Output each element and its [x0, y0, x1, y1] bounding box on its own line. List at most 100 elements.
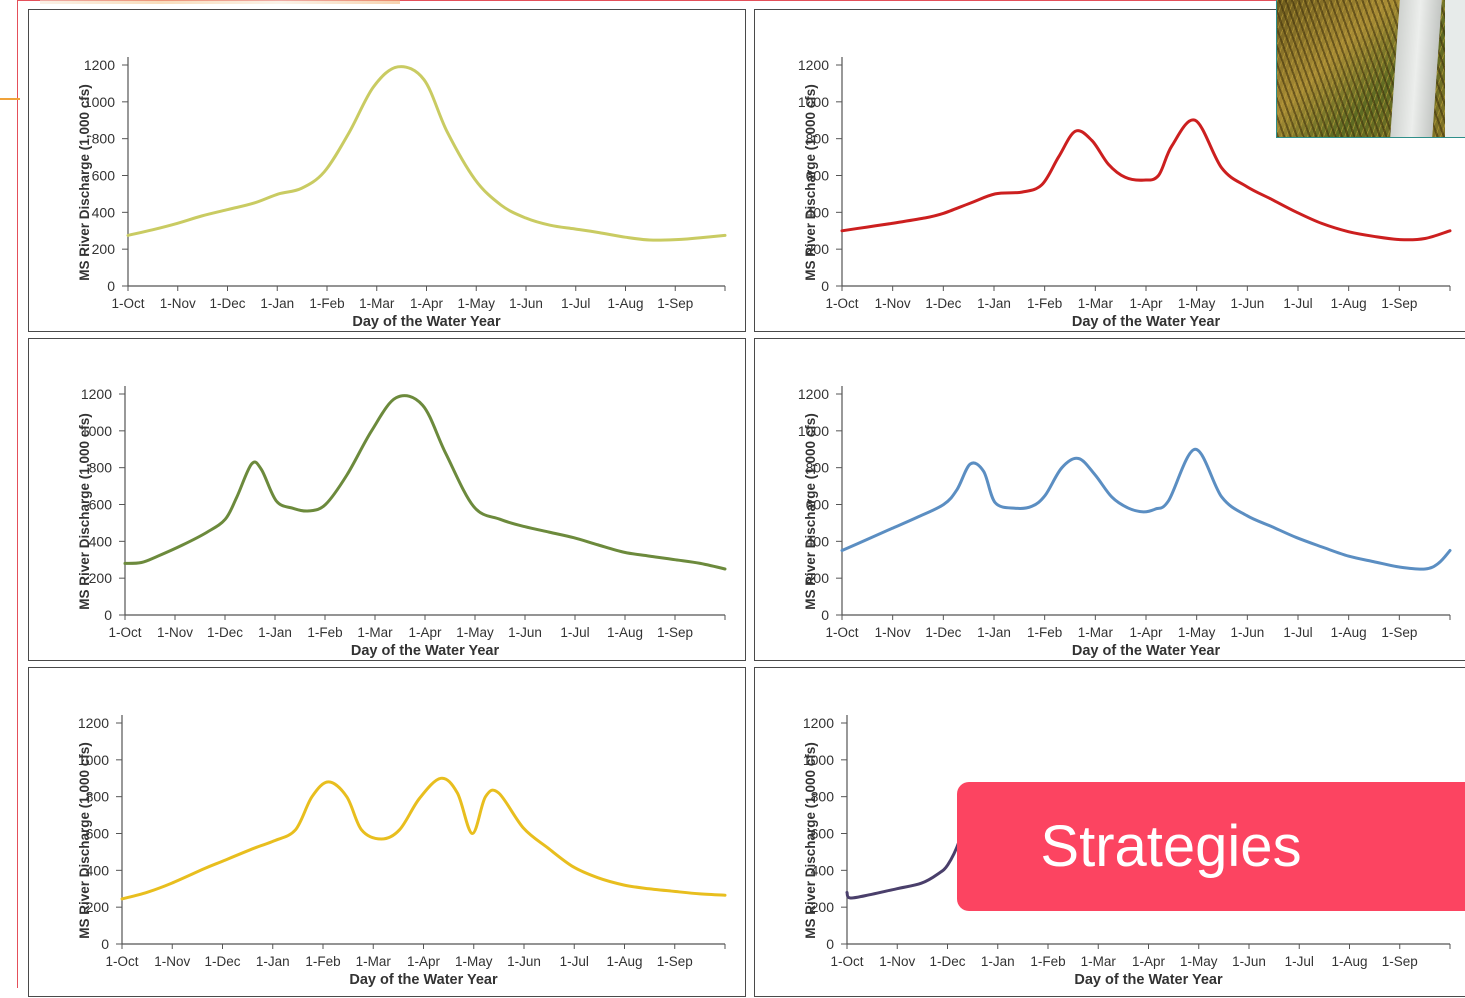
x-tick-label: 1-May	[457, 296, 495, 311]
x-tick-label: 1-Feb	[309, 296, 344, 311]
y-tick-label: 600	[806, 168, 830, 184]
x-tick-label: 1-Dec	[204, 954, 240, 969]
photo-background	[1445, 0, 1465, 137]
x-tick-label: 1-Feb	[1027, 296, 1062, 311]
x-tick-label: 1-Dec	[925, 625, 961, 640]
banner-title: Strategies	[1040, 814, 1302, 879]
x-tick-label: 1-Oct	[825, 296, 858, 311]
x-tick-label: 1-May	[1180, 954, 1218, 969]
x-tick-label: 1-Sep	[1381, 625, 1417, 640]
x-tick-label: 1-Dec	[925, 296, 961, 311]
x-tick-label: 1-May	[456, 625, 494, 640]
x-tick-label: 1-Feb	[307, 625, 342, 640]
x-tick-label: 1-Oct	[111, 296, 144, 311]
chart-panel-3: MS River Discharge (1,000 cfs) 0 200 400 60…	[28, 338, 746, 661]
x-tick-label: 1-Oct	[105, 954, 138, 969]
y-tick-label: 200	[806, 570, 830, 586]
x-tick-label: 1-Jun	[507, 954, 541, 969]
rice-field-photo	[1276, 0, 1465, 138]
x-tick-label: 1-Nov	[157, 625, 193, 640]
x-tick-label: 1-Feb	[1030, 954, 1065, 969]
y-tick-label: 1200	[803, 715, 834, 731]
x-tick-label: 1-Jul	[1283, 625, 1312, 640]
x-tick-label: 1-Jul	[560, 625, 589, 640]
y-tick-label: 800	[86, 789, 110, 805]
x-axis-label: Day of the Water Year	[1072, 643, 1221, 659]
x-tick-label: 1-Jun	[1230, 625, 1264, 640]
y-tick-label: 200	[806, 241, 830, 257]
x-tick-label: 1-Jan	[260, 296, 294, 311]
x-tick-label: 1-Nov	[875, 296, 911, 311]
y-tick-label: 1000	[798, 423, 829, 439]
y-tick-label: 0	[104, 607, 112, 623]
y-tick-label: 1000	[81, 423, 112, 439]
chart-panel-1: MS River Discharge (1,000 cfs) 0 200 400 60…	[28, 9, 746, 332]
x-tick-label: 1-Aug	[1331, 954, 1367, 969]
x-tick-label: 1-Jan	[256, 954, 290, 969]
y-tick-label: 800	[806, 131, 830, 147]
series-line	[845, 798, 973, 900]
x-tick-label: 1-Jan	[977, 625, 1011, 640]
x-tick-label: 1-Aug	[607, 625, 643, 640]
y-tick-label: 800	[89, 460, 113, 476]
photo-pole	[1390, 0, 1442, 137]
x-tick-label: 1-Jun	[509, 296, 543, 311]
x-tick-label: 1-Mar	[1081, 954, 1117, 969]
x-tick-label: 1-Feb	[305, 954, 340, 969]
y-tick-label: 1000	[798, 94, 829, 110]
x-tick-label: 1-Mar	[357, 625, 393, 640]
y-tick-label: 800	[811, 789, 835, 805]
x-tick-label: 1-Aug	[1331, 296, 1367, 311]
x-axis-label: Day of the Water Year	[1072, 314, 1221, 330]
strategies-banner[interactable]: Strategies	[957, 782, 1465, 911]
y-tick-label: 1200	[81, 386, 112, 402]
series-line	[840, 447, 1452, 571]
x-tick-label: 1-Apr	[407, 954, 441, 969]
x-tick-label: 1-Nov	[154, 954, 190, 969]
y-tick-label: 0	[826, 936, 834, 952]
x-tick-label: 1-Dec	[209, 296, 245, 311]
x-tick-label: 1-May	[1178, 625, 1216, 640]
y-tick-label: 200	[86, 899, 110, 915]
header-image-strip	[40, 0, 400, 4]
x-tick-label: 1-Jul	[560, 954, 589, 969]
x-tick-label: 1-Mar	[1078, 296, 1114, 311]
y-tick-label: 1200	[798, 386, 829, 402]
y-tick-label: 400	[806, 204, 830, 220]
series-line	[120, 776, 727, 901]
x-tick-label: 1-Sep	[1381, 296, 1417, 311]
chart-svg: 0 200 400 600 800 1000 1200 1-Oct 1-Nov 1-Dec 1-Ja…	[798, 386, 1452, 659]
y-tick-label: 0	[101, 936, 109, 952]
x-tick-label: 1-Jul	[1285, 954, 1314, 969]
y-tick-label: 200	[811, 899, 835, 915]
y-tick-label: 400	[89, 533, 113, 549]
accent-rule	[0, 98, 20, 100]
y-tick-label: 0	[107, 278, 115, 294]
series-line	[840, 118, 1452, 242]
x-tick-label: 1-Sep	[657, 625, 693, 640]
x-tick-label: 1-Dec	[929, 954, 965, 969]
y-tick-label: 400	[92, 204, 116, 220]
x-axis-label: Day of the Water Year	[1074, 972, 1223, 988]
chart-svg: 0 200 400 600 800 1000 1200 1-Oct 1-Nov 1-Dec 1-Ja…	[81, 386, 727, 659]
y-tick-label: 800	[806, 460, 830, 476]
y-tick-label: 1000	[84, 94, 115, 110]
x-tick-label: 1-Nov	[875, 625, 911, 640]
y-tick-label: 1200	[798, 57, 829, 73]
slide-frame	[17, 0, 1465, 988]
x-tick-label: 1-Oct	[108, 625, 141, 640]
y-tick-label: 800	[92, 131, 116, 147]
x-tick-label: 1-Feb	[1027, 625, 1062, 640]
x-tick-label: 1-Jan	[981, 954, 1015, 969]
x-tick-label: 1-Sep	[657, 954, 693, 969]
x-tick-label: 1-Jan	[258, 625, 292, 640]
x-tick-label: 1-May	[455, 954, 493, 969]
series-line	[123, 394, 727, 571]
y-tick-label: 600	[89, 497, 113, 513]
y-tick-label: 200	[92, 241, 116, 257]
y-tick-label: 1000	[78, 752, 109, 768]
x-tick-label: 1-Aug	[1331, 625, 1367, 640]
x-tick-label: 1-Apr	[408, 625, 442, 640]
y-tick-label: 1200	[78, 715, 109, 731]
chart-svg: 0 200 400 600 800 1000 1200 1-Oct 1-Nov 1-Dec 1-Ja…	[798, 57, 1452, 330]
